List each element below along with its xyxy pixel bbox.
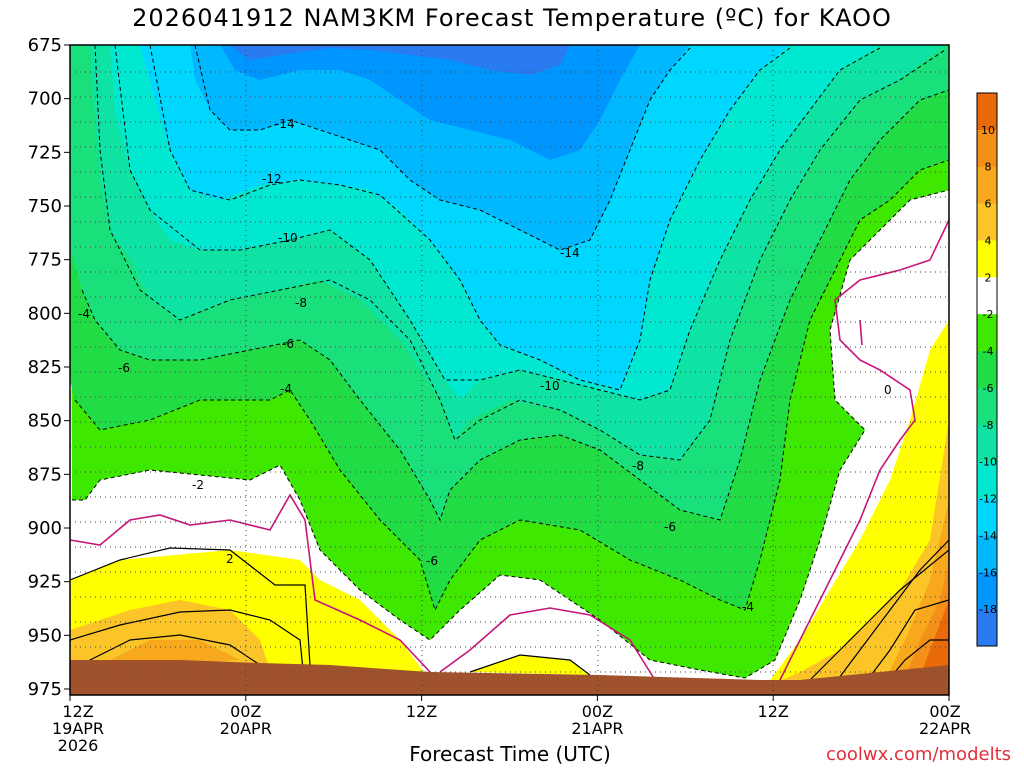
colorbar-band	[977, 387, 997, 426]
x-tick-label: 12Z	[758, 702, 789, 721]
contour-label: -12	[262, 172, 282, 186]
colorbar-label: 4	[985, 234, 992, 247]
colorbar-band	[977, 351, 997, 389]
y-tick-label: 950	[28, 625, 62, 646]
colorbar-band	[977, 203, 997, 241]
y-tick-label: 700	[28, 89, 62, 110]
layer-blue-2	[220, 45, 640, 160]
contour-label: -6	[426, 554, 438, 568]
y-tick-label: 875	[28, 464, 62, 485]
colorbar-band	[977, 461, 997, 500]
colorbar-band	[977, 93, 997, 131]
contour-label: -10	[540, 379, 560, 393]
colorbar-band	[977, 572, 997, 610]
layer-blue-3	[230, 45, 570, 75]
colorbar-label: 10	[981, 124, 995, 137]
zero-contour	[70, 219, 949, 691]
colorbar-label: -2	[983, 308, 994, 321]
y-tick-label: 900	[28, 518, 62, 539]
x-tick-label: 2026	[58, 736, 99, 755]
contour-label: 2	[226, 552, 234, 566]
contour-label: -10	[278, 231, 298, 245]
x-tick-label: 00Z	[582, 702, 613, 721]
y-tick-label: 800	[28, 303, 62, 324]
contour-label: -14	[560, 246, 580, 260]
contour-label: -14	[275, 117, 295, 131]
y-axis: 675 700 725 750 775 800 825 850 875 900 925 950 975	[28, 35, 70, 700]
contour-label: -6	[118, 361, 130, 375]
colorbar	[976, 92, 998, 647]
contour-label: -6	[664, 520, 676, 534]
colorbar-band	[977, 609, 997, 647]
colorbar-band	[977, 166, 997, 205]
y-tick-label: 775	[28, 250, 62, 271]
y-tick-label: 725	[28, 142, 62, 163]
x-tick-label: 21APR	[571, 719, 623, 738]
colorbar-label: -16	[979, 566, 997, 579]
dashed-contours	[72, 45, 949, 679]
colorbar-label: -12	[979, 493, 997, 506]
x-tick-label: 12Z	[406, 702, 437, 721]
contour-label: -8	[295, 296, 307, 310]
colorbar-label: -14	[979, 529, 997, 542]
colorbar-label: -4	[983, 345, 994, 358]
y-tick-label: 825	[28, 357, 62, 378]
colorbar-band	[977, 535, 997, 573]
colorbar-band	[977, 424, 997, 463]
colorbar-label: 8	[985, 161, 992, 174]
contour-label: -6	[282, 337, 294, 351]
y-tick-label: 850	[28, 411, 62, 432]
colorbar-label: -6	[983, 382, 994, 395]
contour-label: -4	[742, 600, 754, 614]
colorbar-label: -18	[979, 603, 997, 616]
grid	[70, 45, 949, 695]
colorbar-band	[977, 314, 997, 352]
colorbar-labels: 10 8 6 4 2 -2 -4 -6 -8 -10 -12 -14 -16 -18	[979, 124, 997, 616]
x-tick-label: 20APR	[220, 719, 272, 738]
colorbar-label: 2	[985, 271, 992, 284]
contour-label: 0	[884, 383, 892, 397]
ground-terrain	[70, 660, 949, 695]
colorbar-frame	[976, 92, 998, 647]
x-tick-label: 00Z	[230, 702, 261, 721]
x-tick-label: 22APR	[919, 719, 971, 738]
colorbar-band	[977, 498, 997, 536]
y-tick-label: 675	[28, 35, 62, 56]
colorbar-label: 6	[985, 198, 992, 211]
colorbar-band	[977, 129, 997, 168]
plot-frame	[69, 44, 950, 696]
contour-label: -8	[632, 459, 644, 473]
y-tick-label: 925	[28, 572, 62, 593]
chart-title: 2026041912 NAM3KM Forecast Temperature (…	[132, 4, 892, 32]
colorbar-label: -8	[983, 419, 994, 432]
y-tick-labels: 675 700 725 750 775 800 825 850 875 900 925 950 975	[28, 35, 70, 700]
y-tick-label: 975	[28, 679, 62, 700]
colorbar-band	[977, 240, 997, 278]
x-tick-label: 00Z	[929, 702, 960, 721]
contour-label: -4	[280, 382, 292, 396]
field-layers: -4 -6 -14 -12 -10 -8 -6 -4 -2 2 -6 -10 -…	[70, 45, 949, 695]
x-tick-label: 19APR	[52, 719, 104, 738]
x-axis-label: Forecast Time (UTC)	[409, 742, 611, 766]
contour-label: -4	[78, 307, 90, 321]
colorbar-band	[977, 277, 997, 315]
colorbar-label: -10	[979, 456, 997, 469]
layer-yellow-mid	[470, 655, 590, 675]
contour-label: -2	[192, 478, 204, 492]
credit-text: coolwx.com/modelts	[826, 744, 1012, 765]
x-tick-label: 12Z	[62, 702, 93, 721]
contour-labels: -4 -6 -14 -12 -10 -8 -6 -4 -2 2 -6 -10 -…	[78, 117, 892, 614]
y-tick-label: 750	[28, 196, 62, 217]
